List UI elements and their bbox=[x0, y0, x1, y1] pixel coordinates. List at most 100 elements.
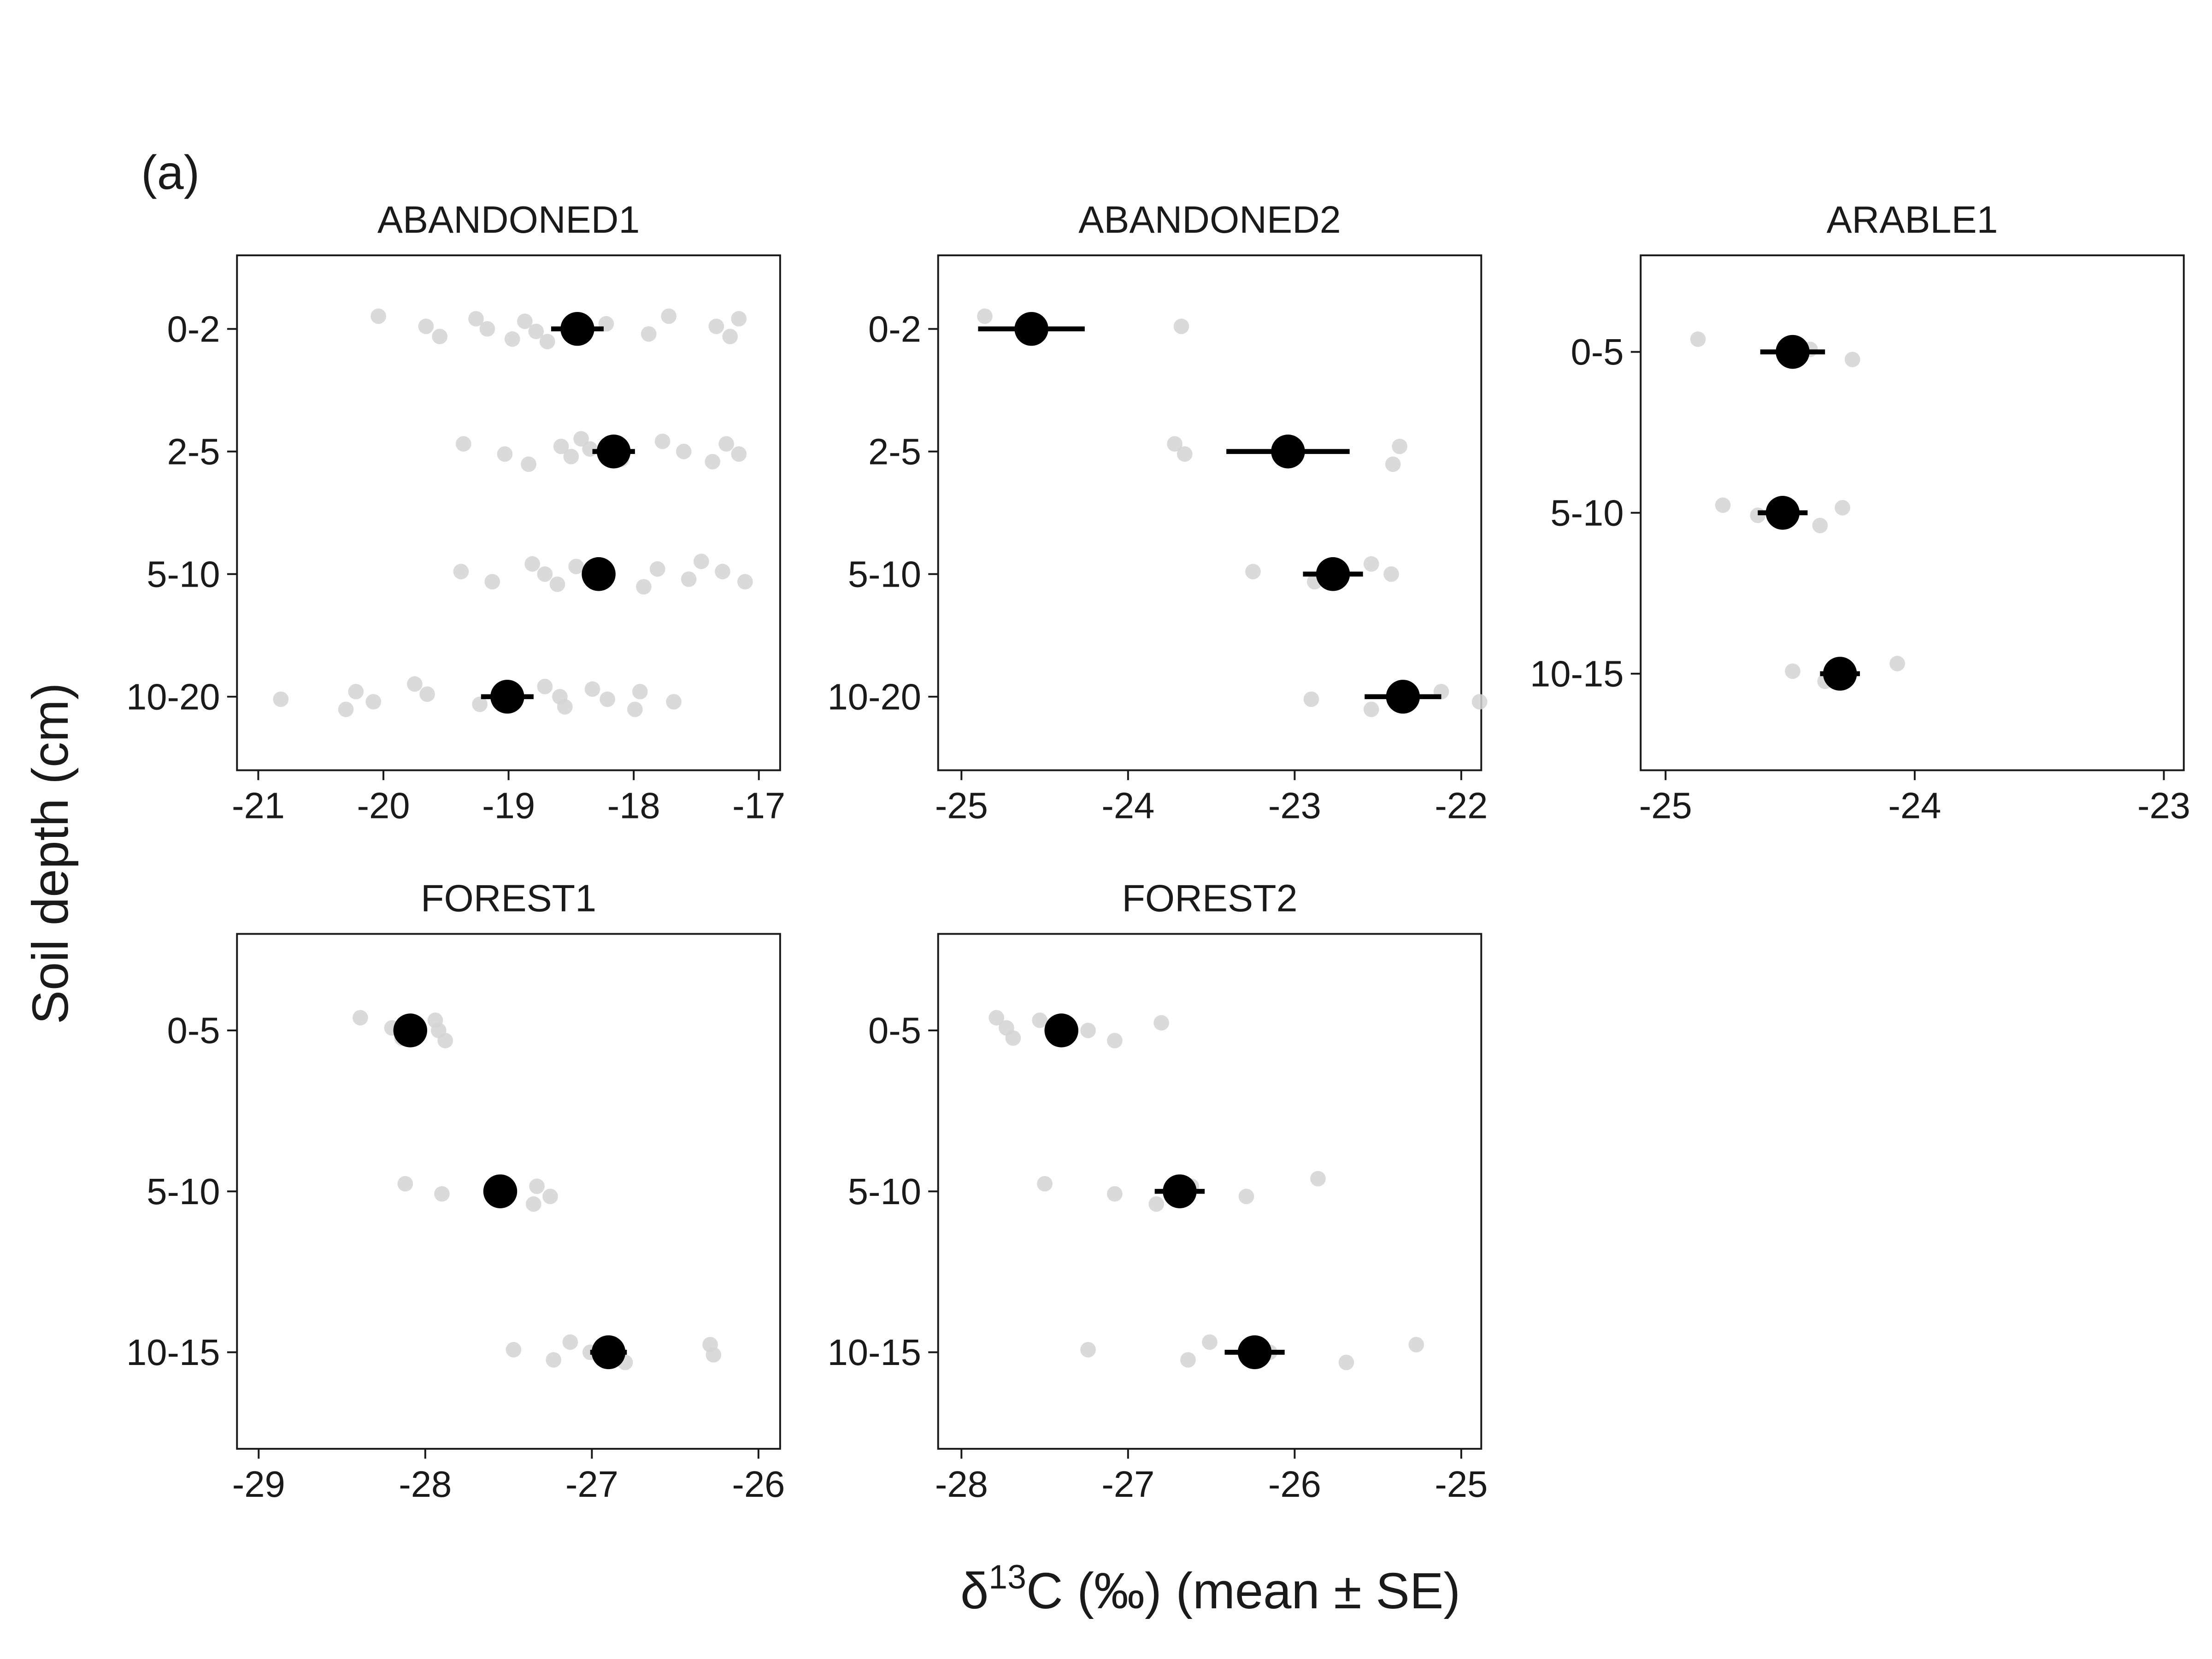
panel-title: FOREST2 bbox=[1122, 877, 1297, 920]
raw-point bbox=[1471, 694, 1488, 710]
raw-point bbox=[546, 1352, 562, 1368]
x-tick-label: -24 bbox=[1101, 785, 1154, 826]
raw-point bbox=[1812, 518, 1828, 534]
raw-point bbox=[504, 331, 520, 347]
y-axis-label: Soil depth (cm) bbox=[22, 683, 79, 1024]
raw-point bbox=[1148, 1196, 1165, 1212]
raw-point bbox=[1107, 1033, 1123, 1048]
raw-point bbox=[1202, 1334, 1218, 1350]
mean-point bbox=[1044, 1013, 1078, 1047]
raw-point bbox=[434, 1186, 450, 1202]
raw-point bbox=[525, 1196, 541, 1212]
x-axis-label-sup: 13 bbox=[988, 1558, 1026, 1596]
raw-point bbox=[1153, 1015, 1169, 1031]
raw-point bbox=[1080, 1023, 1096, 1038]
x-tick-label: -27 bbox=[565, 1464, 618, 1505]
raw-point bbox=[528, 324, 544, 340]
raw-point bbox=[562, 1334, 578, 1350]
y-tick-label: 2-5 bbox=[868, 431, 921, 472]
raw-point bbox=[506, 1342, 522, 1358]
x-axis-label-part: δ bbox=[960, 1563, 988, 1619]
y-tick-label: 0-5 bbox=[1571, 331, 1624, 372]
panel-title: ABANDONED2 bbox=[1078, 198, 1341, 241]
raw-point bbox=[338, 701, 354, 718]
mean-point bbox=[591, 1335, 626, 1370]
raw-point bbox=[666, 694, 682, 710]
x-tick-label: -28 bbox=[935, 1464, 988, 1505]
y-tick-label: 10-15 bbox=[1530, 653, 1624, 694]
y-tick-label: 10-20 bbox=[827, 676, 921, 717]
raw-point bbox=[453, 564, 469, 580]
raw-point bbox=[1303, 691, 1319, 707]
raw-point bbox=[479, 321, 495, 337]
raw-point bbox=[537, 678, 553, 694]
raw-point bbox=[273, 691, 289, 707]
raw-point bbox=[582, 441, 598, 457]
raw-point bbox=[1383, 566, 1399, 582]
y-tick-label: 0-5 bbox=[167, 1010, 220, 1051]
x-tick-label: -25 bbox=[1435, 1464, 1488, 1505]
raw-point bbox=[1245, 564, 1261, 580]
x-tick-label: -20 bbox=[357, 785, 410, 826]
raw-point bbox=[1180, 1352, 1196, 1368]
raw-point bbox=[365, 694, 382, 710]
raw-point bbox=[568, 559, 584, 575]
raw-point bbox=[371, 308, 386, 324]
raw-point bbox=[517, 313, 533, 329]
y-tick-label: 0-5 bbox=[868, 1010, 921, 1051]
mean-point bbox=[560, 312, 594, 346]
raw-point bbox=[661, 308, 677, 324]
x-tick-label: -24 bbox=[1888, 785, 1941, 826]
raw-point bbox=[1408, 1337, 1424, 1353]
raw-point bbox=[537, 566, 553, 582]
mean-point bbox=[1163, 1174, 1197, 1208]
raw-point bbox=[484, 574, 500, 590]
raw-point bbox=[1785, 663, 1800, 679]
raw-point bbox=[1238, 1188, 1254, 1205]
x-tick-label: -23 bbox=[1268, 785, 1321, 826]
mean-point bbox=[1237, 1335, 1272, 1370]
raw-point bbox=[1167, 436, 1182, 452]
raw-point bbox=[627, 701, 643, 718]
mean-point bbox=[1776, 335, 1810, 369]
raw-point bbox=[1363, 556, 1379, 572]
raw-point bbox=[706, 1347, 722, 1363]
raw-point bbox=[472, 696, 488, 712]
raw-point bbox=[649, 561, 665, 577]
panel-title: ABANDONED1 bbox=[377, 198, 640, 241]
mean-point bbox=[596, 435, 631, 469]
raw-point bbox=[542, 1188, 558, 1205]
raw-point bbox=[418, 318, 434, 335]
raw-point bbox=[708, 318, 724, 335]
raw-point bbox=[348, 683, 364, 700]
raw-point bbox=[731, 446, 747, 462]
raw-point bbox=[553, 438, 569, 454]
y-tick-label: 0-2 bbox=[868, 308, 921, 349]
panel-title: FOREST1 bbox=[421, 877, 596, 920]
x-tick-label: -29 bbox=[232, 1464, 285, 1505]
raw-point bbox=[1750, 507, 1766, 524]
raw-point bbox=[529, 1178, 545, 1194]
x-tick-label: -25 bbox=[935, 785, 988, 826]
raw-point bbox=[722, 329, 738, 345]
y-tick-label: 5-10 bbox=[848, 1171, 921, 1212]
mean-point bbox=[1386, 680, 1420, 714]
raw-point bbox=[681, 571, 697, 587]
mean-point bbox=[490, 680, 524, 714]
y-tick-label: 10-15 bbox=[126, 1332, 220, 1373]
y-tick-label: 2-5 bbox=[167, 431, 220, 472]
raw-point bbox=[705, 453, 721, 470]
raw-point bbox=[455, 436, 471, 452]
raw-point bbox=[557, 699, 573, 715]
raw-point bbox=[1889, 656, 1905, 671]
raw-point bbox=[1107, 1186, 1123, 1202]
y-tick-label: 10-15 bbox=[827, 1332, 921, 1373]
plot-frame bbox=[937, 254, 1483, 771]
raw-point bbox=[715, 564, 730, 580]
raw-point bbox=[432, 329, 448, 345]
x-tick-label: -28 bbox=[399, 1464, 452, 1505]
x-tick-label: -22 bbox=[1435, 785, 1488, 826]
raw-point bbox=[1032, 1012, 1048, 1028]
